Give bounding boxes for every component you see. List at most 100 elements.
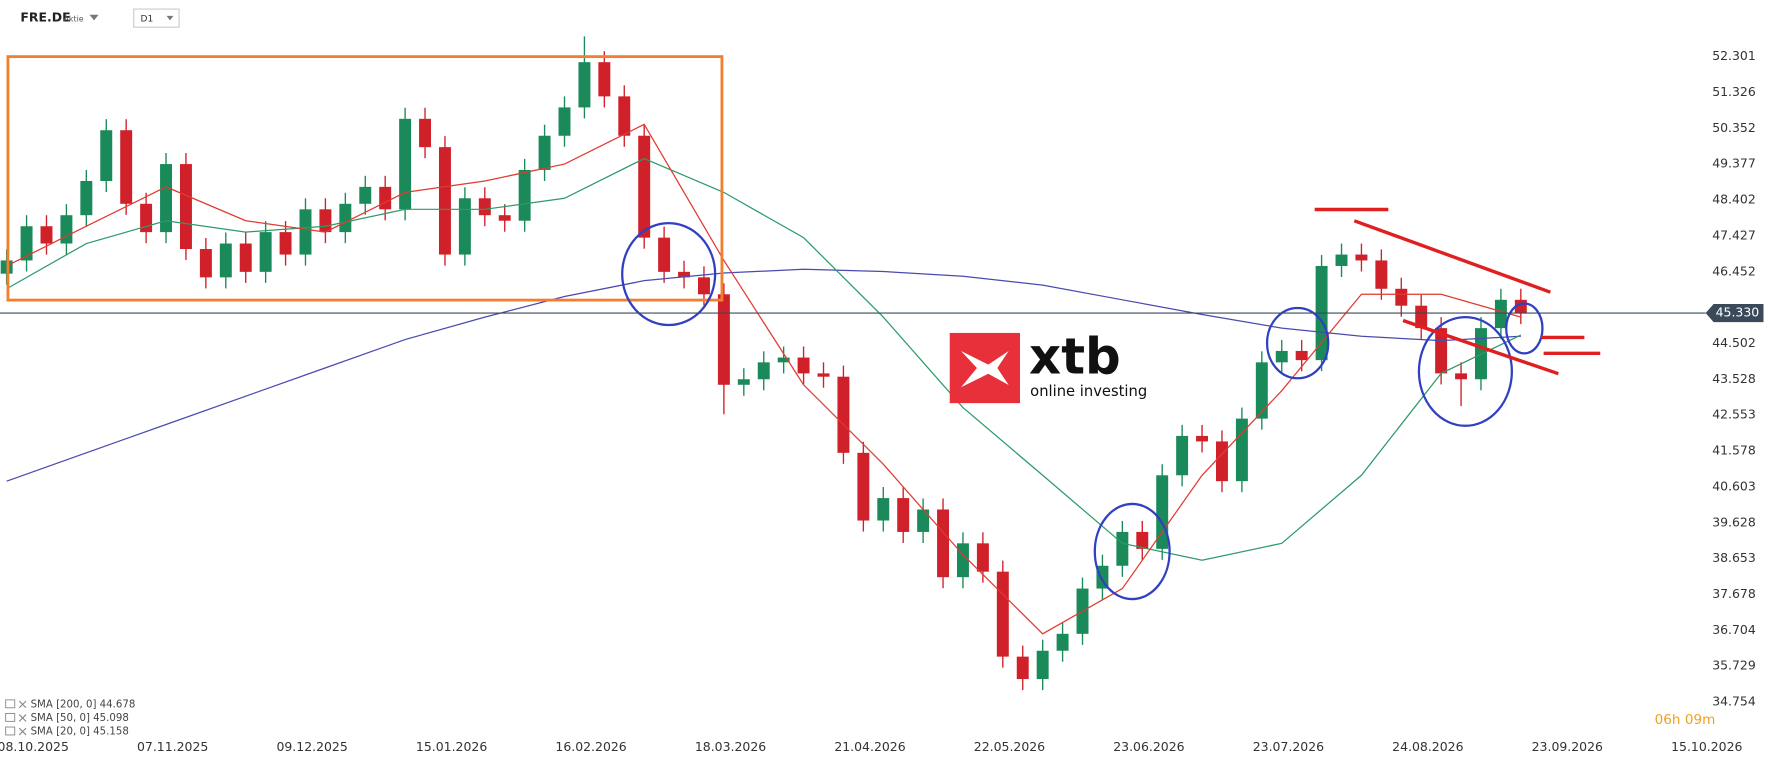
candle-body — [359, 186, 372, 204]
candle-body — [678, 271, 691, 278]
candle-body — [279, 232, 292, 255]
candle-body — [857, 452, 870, 521]
y-tick-label: 44.502 — [1712, 335, 1756, 350]
candle-body — [1375, 260, 1388, 289]
y-tick-label: 38.653 — [1712, 550, 1756, 565]
circle-marker — [1505, 302, 1544, 355]
y-tick-label: 50.352 — [1712, 120, 1756, 135]
x-tick-label: 15.01.2026 — [416, 739, 487, 754]
candle-body — [458, 198, 471, 255]
candle-body — [917, 509, 930, 532]
candle-body — [578, 62, 591, 108]
candle-body — [1514, 299, 1527, 314]
candle-body — [1235, 418, 1248, 482]
legend-label: SMA [200, 0] 44.678 — [31, 699, 136, 710]
candle-body — [1435, 328, 1448, 374]
candle-body — [1016, 656, 1029, 680]
circle-marker — [1417, 315, 1513, 427]
sma-line — [6, 123, 1522, 635]
interval: D1 — [141, 15, 154, 25]
legend-close — [18, 700, 27, 709]
candle-body — [1415, 305, 1428, 329]
y-tick-label: 42.553 — [1712, 407, 1756, 422]
x-tick-label: 24.08.2026 — [1392, 739, 1463, 754]
candle-body — [618, 96, 631, 136]
dropdown-arrow[interactable] — [89, 14, 99, 21]
candle-body — [478, 198, 491, 216]
candle-body — [757, 362, 770, 380]
header: FRE.DE Aktie D1 — [20, 8, 180, 28]
candle-body — [160, 164, 173, 233]
candle-body — [1355, 254, 1368, 261]
sma-line — [6, 157, 1522, 561]
candle-body — [299, 209, 312, 255]
candle-body — [1056, 633, 1069, 651]
candle-body — [797, 357, 810, 374]
candle-body — [697, 277, 710, 295]
candle-body — [897, 498, 910, 532]
candle-body — [1455, 373, 1468, 380]
x-tick-label: 23.09.2026 — [1532, 739, 1603, 754]
countdown: 06h 09m — [1655, 712, 1716, 728]
candle-body — [1096, 565, 1109, 589]
y-tick-label: 43.528 — [1712, 371, 1756, 386]
candle-body — [717, 294, 730, 385]
y-tick-label: 51.326 — [1712, 84, 1756, 99]
candle-body — [379, 186, 392, 210]
last-price-label: 45.330 — [1716, 305, 1760, 320]
candle-body — [1255, 362, 1268, 419]
instrument-kind: Aktie — [63, 15, 83, 24]
x-tick-label: 09.12.2025 — [276, 739, 347, 754]
interval-select[interactable] — [133, 8, 180, 28]
candle-body — [1215, 441, 1228, 482]
candle-body — [20, 226, 33, 261]
candle-body — [1196, 435, 1209, 442]
candle-body — [239, 243, 252, 272]
candle-body — [598, 62, 611, 97]
legend-icon — [5, 726, 16, 736]
x-tick-label: 15.10.2026 — [1671, 739, 1742, 754]
candle-body — [399, 118, 412, 210]
candle-body — [80, 180, 93, 216]
candle-body — [1116, 531, 1129, 566]
legend-icon — [5, 699, 16, 709]
x-tick-label: 23.07.2026 — [1253, 739, 1324, 754]
candle-body — [259, 232, 272, 272]
x-tick-label: 16.02.2026 — [555, 739, 626, 754]
last-price-badge — [1705, 303, 1764, 323]
candle-body — [1395, 288, 1408, 306]
candle-body — [419, 118, 432, 148]
circle-marker — [1265, 306, 1330, 380]
logo-tagline: online investing — [1030, 383, 1147, 400]
circle-marker — [1093, 502, 1171, 601]
trend-line — [1353, 219, 1551, 294]
candle-body — [817, 373, 830, 377]
legend-label: SMA [20, 0] 45.158 — [31, 727, 129, 738]
x-tick-label: 23.06.2026 — [1113, 739, 1184, 754]
legend-label: SMA [50, 0] 45.098 — [31, 713, 129, 724]
y-tick-label: 46.452 — [1712, 263, 1756, 278]
candle-body — [638, 135, 651, 238]
x-tick-label: 22.05.2026 — [974, 739, 1045, 754]
legend-close — [18, 714, 27, 722]
y-tick-label: 37.678 — [1712, 586, 1756, 601]
legend-close — [18, 727, 27, 736]
x-tick-label: 08.10.2025 — [0, 739, 69, 754]
candle-body — [199, 249, 212, 278]
x-tick-label: 07.11.2025 — [137, 739, 208, 754]
y-tick-label: 39.628 — [1712, 514, 1756, 529]
candle-body — [60, 215, 73, 244]
candle-body — [1156, 475, 1169, 549]
trend-line — [1402, 318, 1559, 376]
symbol[interactable]: FRE.DE — [20, 10, 70, 25]
data-layer — [0, 36, 1527, 691]
x-tick-label: 21.04.2026 — [834, 739, 905, 754]
candle-body — [219, 243, 232, 278]
candle-body — [518, 169, 531, 221]
logo-mark — [961, 351, 1009, 388]
candle-body — [40, 226, 53, 244]
dropdown-arrow[interactable] — [166, 15, 174, 21]
circle-marker — [621, 221, 717, 327]
